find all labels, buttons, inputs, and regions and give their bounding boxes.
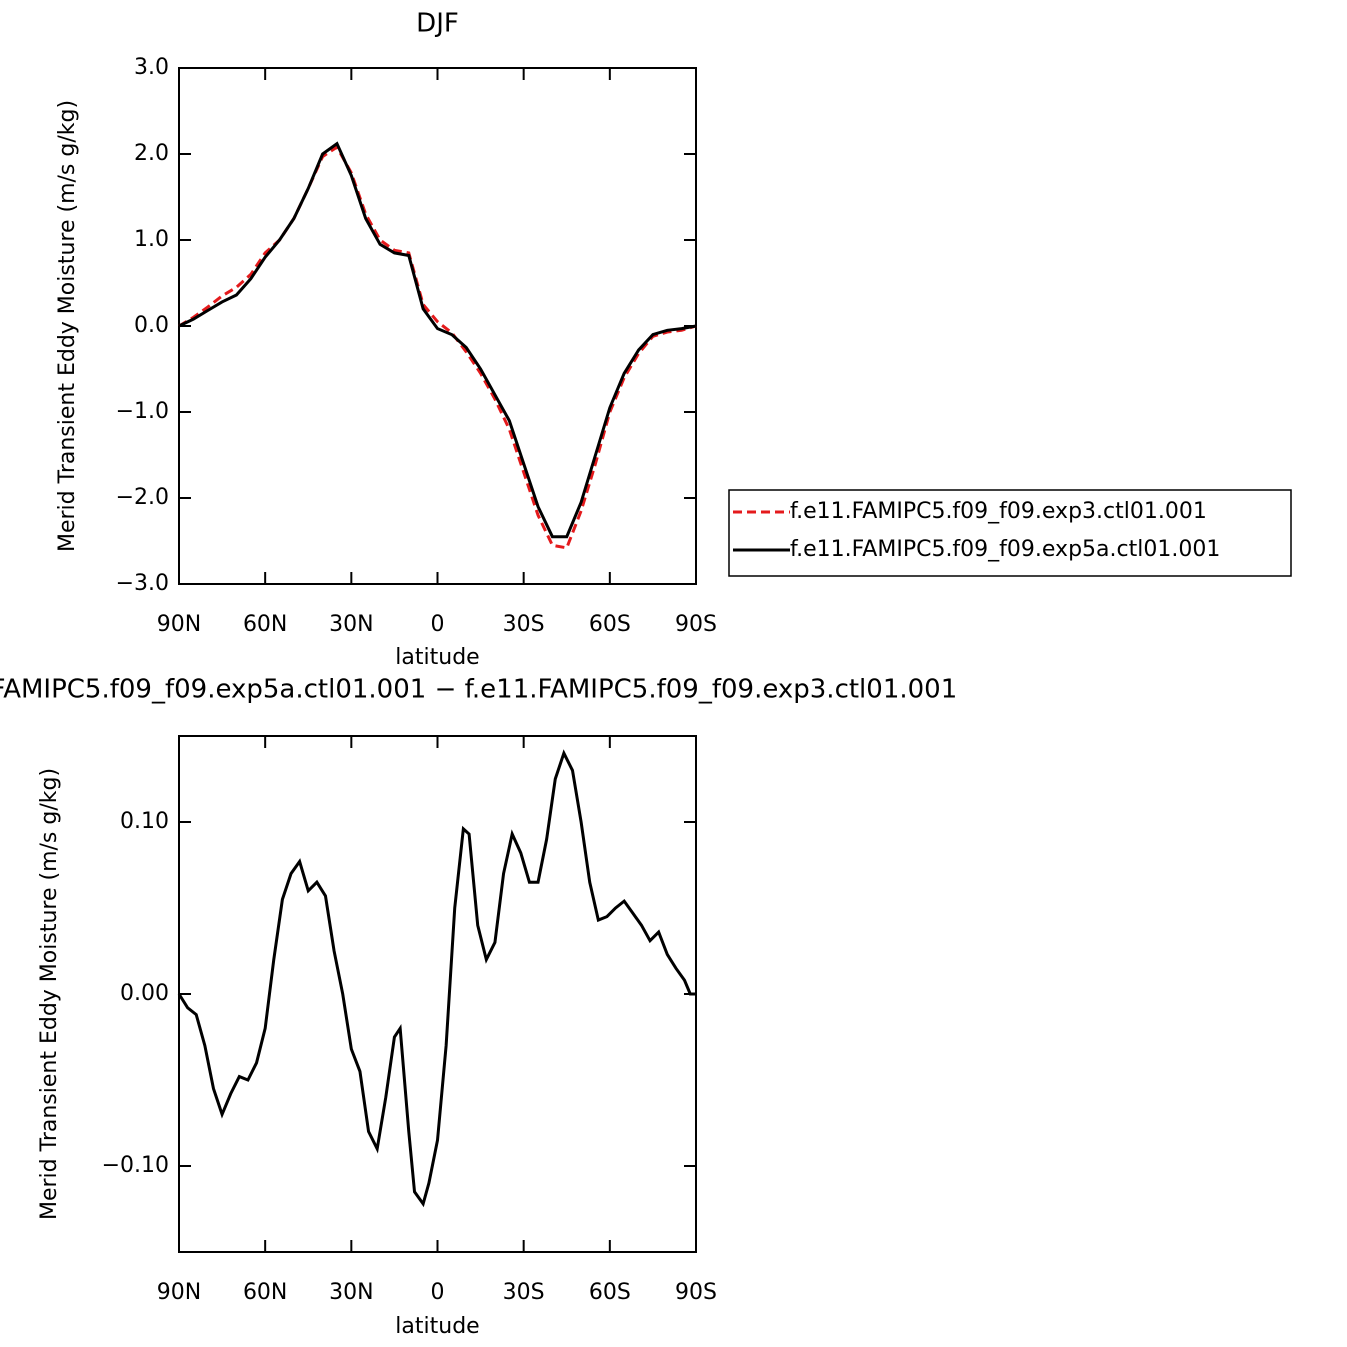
legend-label: f.e11.FAMIPC5.f09_f09.exp3.ctl01.001 <box>790 499 1207 524</box>
x-tick-label: 60S <box>589 1280 631 1305</box>
y-tick-label: −1.0 <box>116 399 169 424</box>
x-tick-label: 0 <box>431 612 445 637</box>
x-tick-label: 90N <box>157 612 201 637</box>
x-axis-title: latitude <box>395 1314 479 1339</box>
y-tick-label: 1.0 <box>134 227 169 252</box>
data-line <box>178 141 697 539</box>
data-line <box>178 144 697 550</box>
y-tick-label: 3.0 <box>134 55 169 80</box>
y-tick-label: −2.0 <box>116 485 169 510</box>
y-tick-label: 0.10 <box>120 809 169 834</box>
chart-title: f.e11.FAMIPC5.f09_f09.exp5a.ctl01.001 − … <box>0 675 957 705</box>
x-tick-label: 60S <box>589 612 631 637</box>
x-axis-title: latitude <box>395 645 479 670</box>
x-tick-label: 30S <box>503 1280 545 1305</box>
plot-frame <box>178 67 697 585</box>
y-tick-label: 0.00 <box>120 981 169 1006</box>
y-tick-label: −0.10 <box>102 1153 169 1178</box>
x-tick-label: 0 <box>431 1280 445 1305</box>
plot-frame <box>178 735 697 1253</box>
x-tick-label: 30S <box>503 612 545 637</box>
y-tick-label: −3.0 <box>116 571 169 596</box>
x-tick-label: 30N <box>329 612 373 637</box>
y-axis-title: Merid Transient Eddy Moisture (m/s g/kg) <box>37 768 62 1220</box>
data-line <box>177 749 696 1208</box>
x-tick-label: 90S <box>675 1280 717 1305</box>
x-tick-label: 30N <box>329 1280 373 1305</box>
y-axis-title: Merid Transient Eddy Moisture (m/s g/kg) <box>55 100 80 552</box>
chart-title: DJF <box>416 9 459 39</box>
y-tick-label: 2.0 <box>134 141 169 166</box>
legend-label: f.e11.FAMIPC5.f09_f09.exp5a.ctl01.001 <box>790 537 1220 562</box>
y-tick-label: 0.0 <box>134 313 169 338</box>
x-tick-label: 90N <box>157 1280 201 1305</box>
x-tick-label: 60N <box>243 1280 287 1305</box>
x-tick-label: 90S <box>675 612 717 637</box>
x-tick-label: 60N <box>243 612 287 637</box>
legend-box <box>728 489 1292 577</box>
